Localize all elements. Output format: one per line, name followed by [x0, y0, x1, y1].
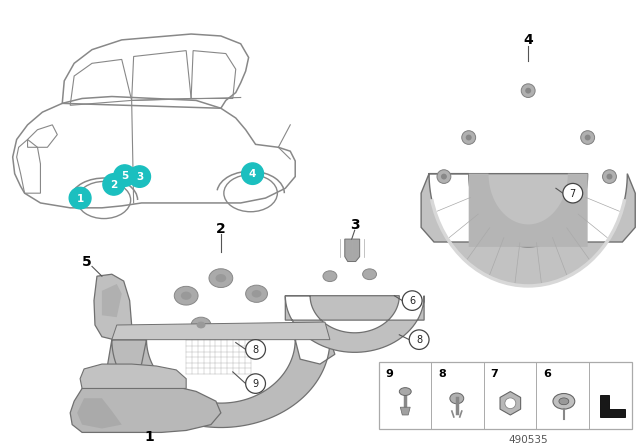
Circle shape	[466, 134, 472, 141]
Circle shape	[69, 187, 91, 209]
Text: 5: 5	[121, 171, 129, 181]
Polygon shape	[285, 296, 424, 352]
Polygon shape	[500, 392, 520, 415]
Text: 8: 8	[438, 369, 446, 379]
Bar	[380, 362, 632, 428]
Polygon shape	[112, 322, 330, 340]
Circle shape	[580, 131, 595, 144]
Circle shape	[563, 183, 582, 203]
Ellipse shape	[246, 285, 268, 302]
Ellipse shape	[399, 388, 412, 396]
Polygon shape	[421, 174, 636, 286]
Circle shape	[525, 88, 531, 94]
Polygon shape	[77, 398, 122, 428]
Ellipse shape	[209, 269, 233, 288]
Ellipse shape	[559, 398, 569, 405]
Text: 2: 2	[110, 180, 117, 190]
Polygon shape	[400, 407, 410, 415]
Circle shape	[441, 174, 447, 180]
Polygon shape	[107, 340, 335, 427]
Polygon shape	[468, 174, 588, 247]
Text: 7: 7	[491, 369, 499, 379]
Text: 6: 6	[543, 369, 551, 379]
Ellipse shape	[363, 269, 376, 280]
Circle shape	[437, 170, 451, 183]
Circle shape	[607, 174, 612, 180]
Polygon shape	[600, 396, 625, 417]
Ellipse shape	[252, 290, 262, 297]
Text: 6: 6	[409, 296, 415, 306]
Circle shape	[129, 166, 150, 187]
Circle shape	[461, 131, 476, 144]
Text: 4: 4	[249, 169, 256, 179]
Circle shape	[505, 398, 516, 409]
Ellipse shape	[174, 286, 198, 305]
Circle shape	[114, 165, 136, 186]
Text: 4: 4	[524, 33, 533, 47]
Text: 2: 2	[216, 222, 226, 236]
Circle shape	[602, 170, 616, 183]
Circle shape	[103, 174, 125, 195]
Ellipse shape	[181, 292, 191, 300]
Text: 8: 8	[416, 335, 422, 345]
Polygon shape	[345, 239, 360, 262]
Polygon shape	[102, 284, 122, 317]
Text: 9: 9	[385, 369, 394, 379]
Text: 1: 1	[145, 430, 154, 444]
Text: 9: 9	[253, 379, 259, 389]
Circle shape	[246, 340, 266, 359]
Ellipse shape	[191, 317, 211, 333]
Ellipse shape	[216, 274, 226, 282]
Circle shape	[242, 163, 264, 185]
Polygon shape	[70, 383, 221, 432]
Circle shape	[246, 374, 266, 393]
Text: 1: 1	[76, 194, 84, 203]
Circle shape	[521, 84, 535, 98]
Text: 3: 3	[136, 172, 143, 182]
Text: 7: 7	[570, 189, 576, 198]
Ellipse shape	[553, 393, 575, 409]
Polygon shape	[80, 364, 186, 388]
Ellipse shape	[323, 271, 337, 281]
Text: 8: 8	[253, 345, 259, 355]
Text: 3: 3	[350, 219, 360, 233]
Text: 5: 5	[82, 254, 92, 268]
Circle shape	[585, 134, 591, 141]
Circle shape	[403, 291, 422, 310]
Ellipse shape	[450, 393, 464, 404]
Polygon shape	[94, 274, 132, 340]
Ellipse shape	[196, 322, 205, 328]
Text: 490535: 490535	[508, 435, 548, 445]
Circle shape	[409, 330, 429, 349]
